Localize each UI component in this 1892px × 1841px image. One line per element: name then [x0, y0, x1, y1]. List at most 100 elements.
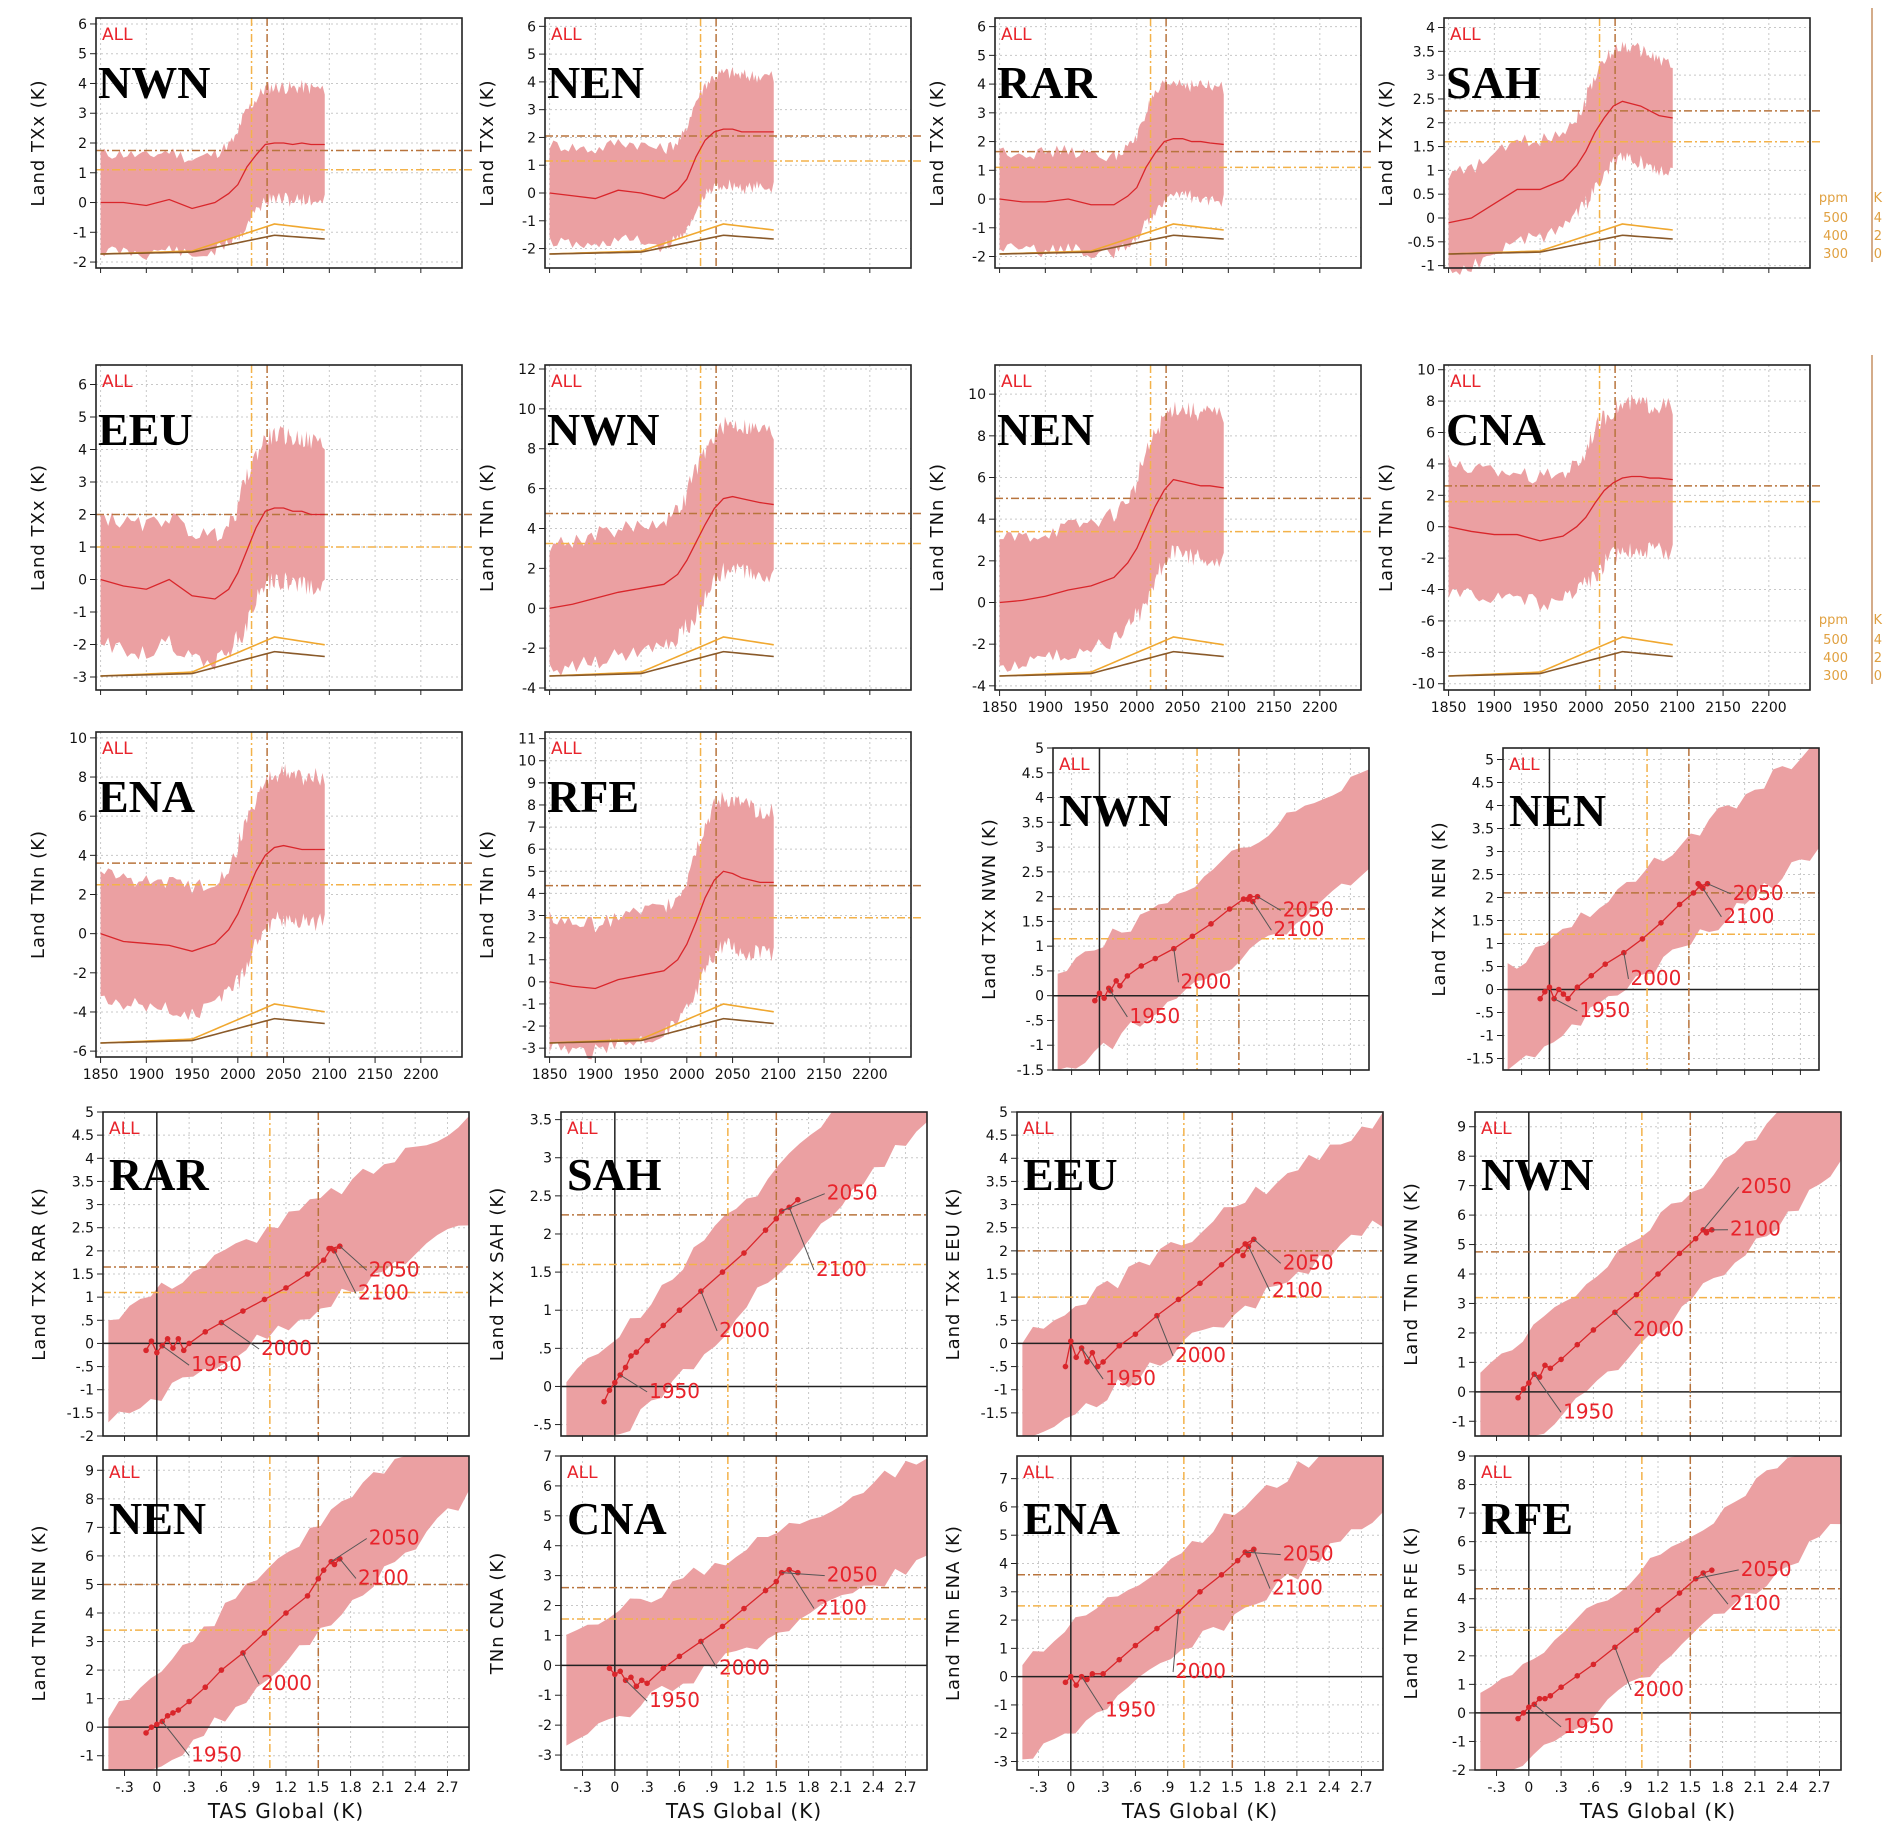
year-label-leader [242, 1652, 260, 1685]
series-point [1676, 901, 1683, 908]
y-tick-label: 3 [999, 1198, 1008, 1214]
series-point [1208, 921, 1214, 927]
y-tick-label: 1 [999, 1641, 1008, 1657]
series-point [1084, 1359, 1090, 1365]
y-tick-label: 0 [527, 975, 536, 991]
y-tick-label: 0 [85, 1336, 94, 1352]
y-tick-label: 7 [1457, 1179, 1466, 1195]
y-axis-label: Land TXx (K) [927, 79, 948, 206]
y-tick-label: 3 [543, 1569, 552, 1585]
year-label-leader [1245, 1551, 1281, 1556]
y-tick-label: -2 [73, 638, 87, 654]
year-label-leader [339, 1558, 357, 1579]
y-tick-label: -2 [522, 1019, 536, 1035]
series-tag-all: ALL [567, 1463, 598, 1483]
series-point [1245, 896, 1251, 902]
series-tag-all: ALL [102, 372, 133, 392]
side-k-value: 2 [1874, 229, 1882, 244]
y-tick-label: 0 [999, 1670, 1008, 1686]
y-tick-label: 1 [543, 1303, 552, 1319]
plot-frame [994, 364, 1362, 691]
y-tick-label: 8 [1457, 1149, 1466, 1165]
series-point [617, 1668, 624, 1675]
series-point [186, 1340, 192, 1347]
y-tick-label: 6 [527, 842, 536, 858]
y-tick-label: 5 [1457, 1238, 1466, 1254]
y-tick-label: 7 [1457, 1506, 1466, 1522]
year-label-1950: 1950 [1105, 1697, 1156, 1721]
y-tick-label: 4 [1426, 457, 1435, 473]
x-tick-label: 1900 [1028, 700, 1064, 716]
y-tick-label: 1 [1457, 1677, 1466, 1693]
y-tick-label: 5 [543, 1509, 552, 1525]
side-k-value: 4 [1874, 211, 1882, 226]
panel-title: ENA [98, 771, 195, 822]
uncertainty-band [549, 791, 774, 1060]
y-tick-label: 0 [78, 927, 87, 943]
y-tick-label: 2 [1426, 488, 1435, 504]
y-tick-label: 6 [977, 471, 986, 487]
panel-title: EEU [98, 404, 193, 455]
y-tick-label: -1 [80, 1383, 94, 1399]
plot-frame [1443, 364, 1811, 691]
y-tick-label: -1 [1480, 1029, 1494, 1045]
year-label-leader [700, 1290, 718, 1332]
series-point [676, 1653, 683, 1660]
x-tick-label: 1.2 [275, 1780, 297, 1796]
y-tick-label: 5 [85, 1105, 94, 1121]
y-tick-label: 5 [85, 1577, 94, 1593]
y-tick-label: 9 [1457, 1120, 1466, 1136]
year-label-1950: 1950 [1129, 1004, 1180, 1028]
y-tick-label: 3.5 [986, 1174, 1008, 1190]
year-label-leader [1173, 948, 1179, 983]
y-tick-label: 2 [85, 1663, 94, 1679]
y-tick-label: 5 [78, 410, 87, 426]
year-label-leader [1533, 1703, 1562, 1728]
x-tick-label: 2150 [1705, 700, 1741, 716]
year-label-leader [1081, 1347, 1104, 1380]
x-tick-label: 2.4 [1318, 1780, 1340, 1796]
series-line-all [549, 870, 774, 990]
y-tick-label: 2.5 [1413, 92, 1435, 108]
x-axis-label: TAS Global (K) [665, 1799, 822, 1823]
series-point [762, 1227, 769, 1233]
series-point [1692, 1235, 1699, 1242]
series-point [304, 1271, 311, 1277]
y-tick-label: -1 [538, 1688, 552, 1704]
uncertainty-band [999, 401, 1224, 672]
x-tick-label: .3 [182, 1780, 195, 1796]
x-tick-label: 2.1 [1286, 1780, 1308, 1796]
y-tick-label: 2 [1035, 890, 1044, 906]
y-axis-label: Land TNn (K) [927, 463, 948, 592]
series-point [148, 1724, 155, 1730]
y-tick-label: 5 [977, 48, 986, 64]
x-tick-label: 2.7 [1808, 1780, 1830, 1796]
y-axis-label: Land TXx (K) [477, 79, 498, 206]
series-point [170, 1345, 176, 1351]
series-point [1084, 1676, 1090, 1683]
series-line-all [999, 138, 1224, 206]
series-point [326, 1245, 332, 1252]
y-tick-label: -.5 [1476, 1006, 1494, 1022]
year-label-leader [781, 1193, 825, 1212]
year-label-2050: 2050 [1741, 1557, 1792, 1581]
x-tick-label: 2.7 [436, 1780, 458, 1796]
year-label-leader [1702, 888, 1722, 918]
temperature-curve [100, 234, 325, 255]
panel-title: RAR [109, 1149, 209, 1200]
series-point [1655, 1607, 1661, 1613]
series-point [1062, 1363, 1069, 1370]
y-tick-label: -2 [522, 242, 536, 258]
y-axis-label: Land TNn NWN (K) [1401, 1182, 1422, 1366]
y-tick-label: 1.5 [1413, 140, 1435, 156]
y-tick-label: 9 [527, 776, 536, 792]
y-tick-label: -3 [538, 1748, 552, 1764]
year-label-1950: 1950 [1563, 1714, 1614, 1738]
y-axis-label: Land TXx SAH (K) [487, 1187, 508, 1362]
series-point [1590, 1661, 1597, 1668]
y-tick-label: 5 [527, 47, 536, 63]
y-tick-label: 5 [1457, 1563, 1466, 1579]
y-tick-label: 6 [543, 1479, 552, 1495]
panel-title: SAH [1446, 57, 1541, 108]
y-tick-label: 8 [85, 1492, 94, 1508]
